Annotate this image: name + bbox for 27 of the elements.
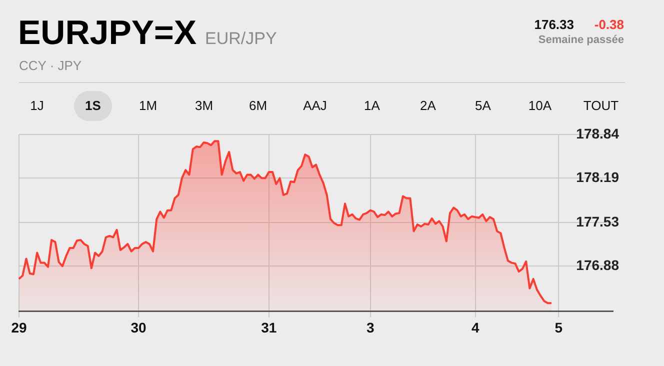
text: CCY · JPY [19,58,82,73]
text: 1A [363,98,381,113]
chart-subtitle: EUR/JPY [205,29,277,49]
text: 176.33 [534,17,574,32]
text: 10A [527,98,553,113]
x-tick-label: 4 [471,319,480,336]
x-tick-label: 30 [130,319,147,336]
text: 1S [74,91,112,121]
text: AAJ [302,98,328,113]
y-tick-label: 178.84 [576,125,620,142]
y-tick-label: 177.53 [576,213,620,230]
text: 6M [248,98,268,113]
text: TOUT [582,98,620,113]
text: 3M [194,98,214,113]
x-tick-label: 5 [554,319,563,336]
chart-title: EURJPY=X [18,14,197,53]
text: 2A [419,98,437,113]
y-tick-label: 178.19 [576,168,620,185]
text: 1J [29,98,45,113]
text: Semaine passée [538,34,624,46]
x-tick-label: 29 [11,319,27,336]
x-tick-label: 3 [366,319,374,336]
text: -0.38 [594,17,624,32]
x-tick-label: 31 [261,319,277,336]
y-tick-label: 176.88 [576,257,620,274]
text: 5A [474,98,492,113]
text: 1M [138,98,158,113]
